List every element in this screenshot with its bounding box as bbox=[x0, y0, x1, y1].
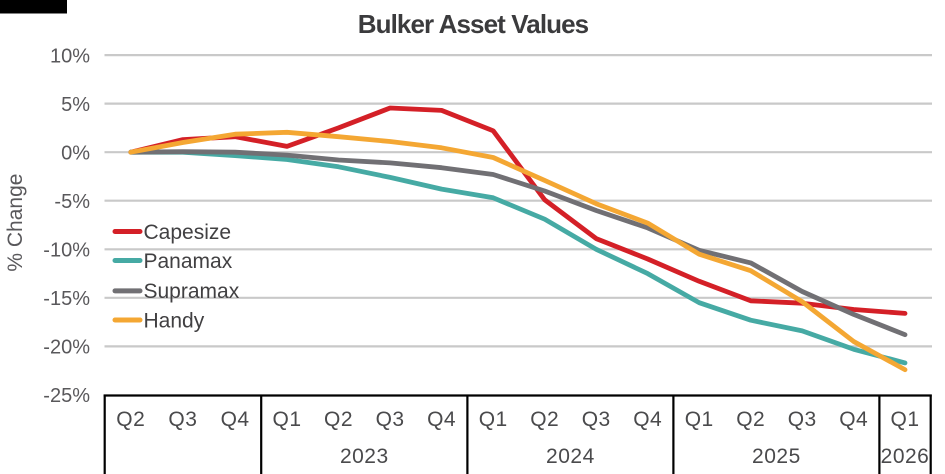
svg-text:Q2: Q2 bbox=[324, 408, 353, 431]
svg-text:-20%: -20% bbox=[43, 337, 90, 359]
svg-text:Panamax: Panamax bbox=[144, 250, 233, 273]
svg-text:Q4: Q4 bbox=[839, 408, 868, 431]
svg-text:10%: 10% bbox=[50, 45, 90, 67]
svg-text:Supramax: Supramax bbox=[144, 280, 240, 303]
svg-text:Capesize: Capesize bbox=[144, 221, 232, 244]
svg-text:2026: 2026 bbox=[881, 445, 930, 468]
svg-text:Q3: Q3 bbox=[788, 408, 817, 431]
svg-text:5%: 5% bbox=[61, 94, 90, 116]
svg-text:Q3: Q3 bbox=[376, 408, 405, 431]
svg-text:-25%: -25% bbox=[43, 385, 90, 407]
svg-text:Q3: Q3 bbox=[168, 408, 197, 431]
svg-text:0%: 0% bbox=[61, 142, 90, 164]
svg-text:2023: 2023 bbox=[340, 445, 389, 468]
svg-text:Handy: Handy bbox=[144, 309, 205, 332]
svg-text:2025: 2025 bbox=[752, 445, 801, 468]
svg-text:Q1: Q1 bbox=[685, 408, 714, 431]
svg-text:Bulker Asset Values: Bulker Asset Values bbox=[358, 9, 589, 39]
svg-text:Q2: Q2 bbox=[116, 408, 145, 431]
svg-text:Q1: Q1 bbox=[272, 408, 301, 431]
svg-text:Q1: Q1 bbox=[479, 408, 508, 431]
svg-text:Q4: Q4 bbox=[427, 408, 456, 431]
svg-text:-10%: -10% bbox=[43, 240, 90, 262]
svg-text:Q2: Q2 bbox=[736, 408, 765, 431]
svg-text:Q2: Q2 bbox=[530, 408, 559, 431]
svg-text:Q3: Q3 bbox=[582, 408, 611, 431]
svg-text:-15%: -15% bbox=[43, 288, 90, 310]
svg-text:Q1: Q1 bbox=[890, 408, 919, 431]
svg-text:% Change: % Change bbox=[4, 174, 27, 272]
svg-text:Q4: Q4 bbox=[221, 408, 250, 431]
svg-text:-5%: -5% bbox=[54, 191, 90, 213]
svg-text:2024: 2024 bbox=[546, 445, 595, 468]
svg-text:Q4: Q4 bbox=[633, 408, 662, 431]
